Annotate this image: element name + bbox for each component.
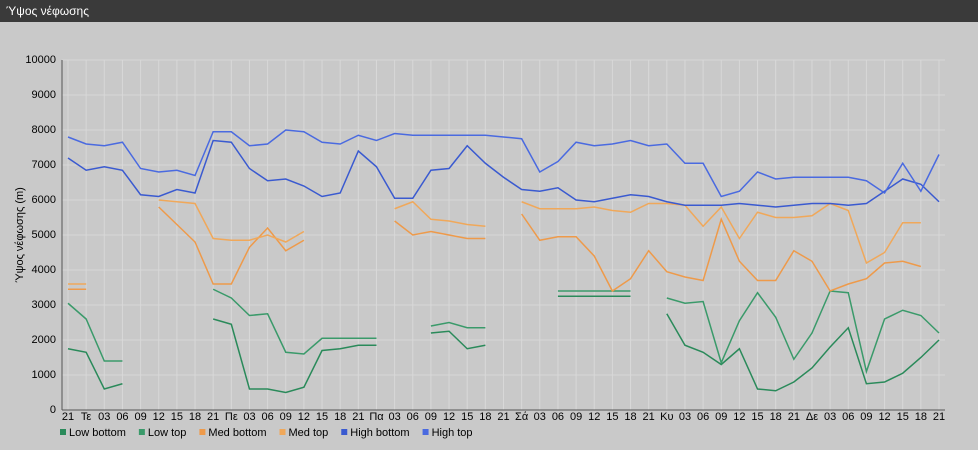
x-tick-label: 15 <box>461 411 473 423</box>
legend-swatch <box>138 429 145 435</box>
x-tick-label: 06 <box>697 411 709 423</box>
x-tick-label: 09 <box>715 411 727 423</box>
legend-swatch <box>279 429 286 435</box>
title-bar <box>0 0 978 22</box>
y-tick-label: 10000 <box>25 54 56 66</box>
x-tick-label: 18 <box>334 411 346 423</box>
legend-label: High bottom <box>350 427 409 439</box>
x-tick-label: 15 <box>751 411 763 423</box>
legend-swatch <box>60 429 66 435</box>
x-tick-label: 09 <box>860 411 872 423</box>
x-tick-label: 03 <box>824 411 836 423</box>
legend-label: High top <box>432 427 473 439</box>
x-tick-label: 21 <box>207 411 219 423</box>
x-tick-label: 21 <box>62 411 74 423</box>
legend-label: Low bottom <box>69 427 126 439</box>
x-tick-label: 18 <box>770 411 782 423</box>
x-tick-label: 03 <box>98 411 110 423</box>
legend-label: Med bottom <box>208 427 266 439</box>
series-line <box>67 288 940 375</box>
x-tick-label: 03 <box>534 411 546 423</box>
legend-label: Low top <box>148 427 187 439</box>
y-tick-label: 5000 <box>32 229 56 241</box>
x-tick-label: Δε <box>806 411 818 423</box>
series-line <box>67 139 940 208</box>
x-tick-label: 12 <box>443 411 455 423</box>
legend-swatch <box>341 429 348 435</box>
x-tick-label: 15 <box>897 411 909 423</box>
y-tick-label: 1000 <box>32 369 56 381</box>
x-tick-label: 06 <box>842 411 854 423</box>
x-tick-label: 12 <box>878 411 890 423</box>
y-tick-label: 8000 <box>32 124 56 136</box>
x-tick-label: 06 <box>116 411 128 423</box>
x-tick-label: 09 <box>134 411 146 423</box>
x-tick-label: 09 <box>570 411 582 423</box>
x-tick-label: 18 <box>624 411 636 423</box>
x-tick-label: 18 <box>189 411 201 423</box>
x-tick-label: 06 <box>552 411 564 423</box>
x-tick-label: 12 <box>153 411 165 423</box>
x-tick-label: 21 <box>497 411 509 423</box>
x-tick-label: Πε <box>225 411 238 423</box>
x-tick-label: Σά <box>515 411 529 423</box>
y-tick-label: 3000 <box>32 299 56 311</box>
chart-title: Ύψος νέφωσης <box>6 4 89 18</box>
x-tick-label: 15 <box>606 411 618 423</box>
x-tick-label: 21 <box>352 411 364 423</box>
legend-swatch <box>199 429 206 435</box>
x-tick-label: 09 <box>425 411 437 423</box>
x-tick-label: 21 <box>788 411 800 423</box>
x-tick-label: 18 <box>479 411 491 423</box>
y-tick-label: 6000 <box>32 194 56 206</box>
y-tick-label: 7000 <box>32 159 56 171</box>
legend-swatch <box>422 429 429 435</box>
x-tick-label: 03 <box>389 411 401 423</box>
x-tick-label: 21 <box>933 411 945 423</box>
series-line <box>67 295 940 394</box>
y-tick-label: 9000 <box>32 89 56 101</box>
series-line <box>67 129 940 198</box>
x-tick-label: 12 <box>298 411 310 423</box>
y-tick-label: 0 <box>50 404 56 416</box>
series-line <box>68 206 922 293</box>
x-tick-label: 12 <box>733 411 745 423</box>
x-tick-label: 18 <box>915 411 927 423</box>
legend-label: Med top <box>289 427 329 439</box>
y-tick-label: 4000 <box>32 264 56 276</box>
x-tick-label: 03 <box>243 411 255 423</box>
y-tick-label: 2000 <box>32 334 56 346</box>
x-tick-label: 12 <box>588 411 600 423</box>
x-tick-label: Κυ <box>660 411 673 423</box>
x-tick-label: 09 <box>280 411 292 423</box>
x-tick-label: Πα <box>369 411 384 423</box>
x-tick-label: 15 <box>171 411 183 423</box>
x-tick-label: 06 <box>407 411 419 423</box>
y-axis-label: Ύψος νέφωσης (m) <box>14 187 26 283</box>
x-tick-label: Τε <box>81 411 92 423</box>
series-line <box>68 199 921 285</box>
x-tick-label: 03 <box>679 411 691 423</box>
x-tick-label: 21 <box>643 411 655 423</box>
x-tick-label: 15 <box>316 411 328 423</box>
x-tick-label: 06 <box>261 411 273 423</box>
